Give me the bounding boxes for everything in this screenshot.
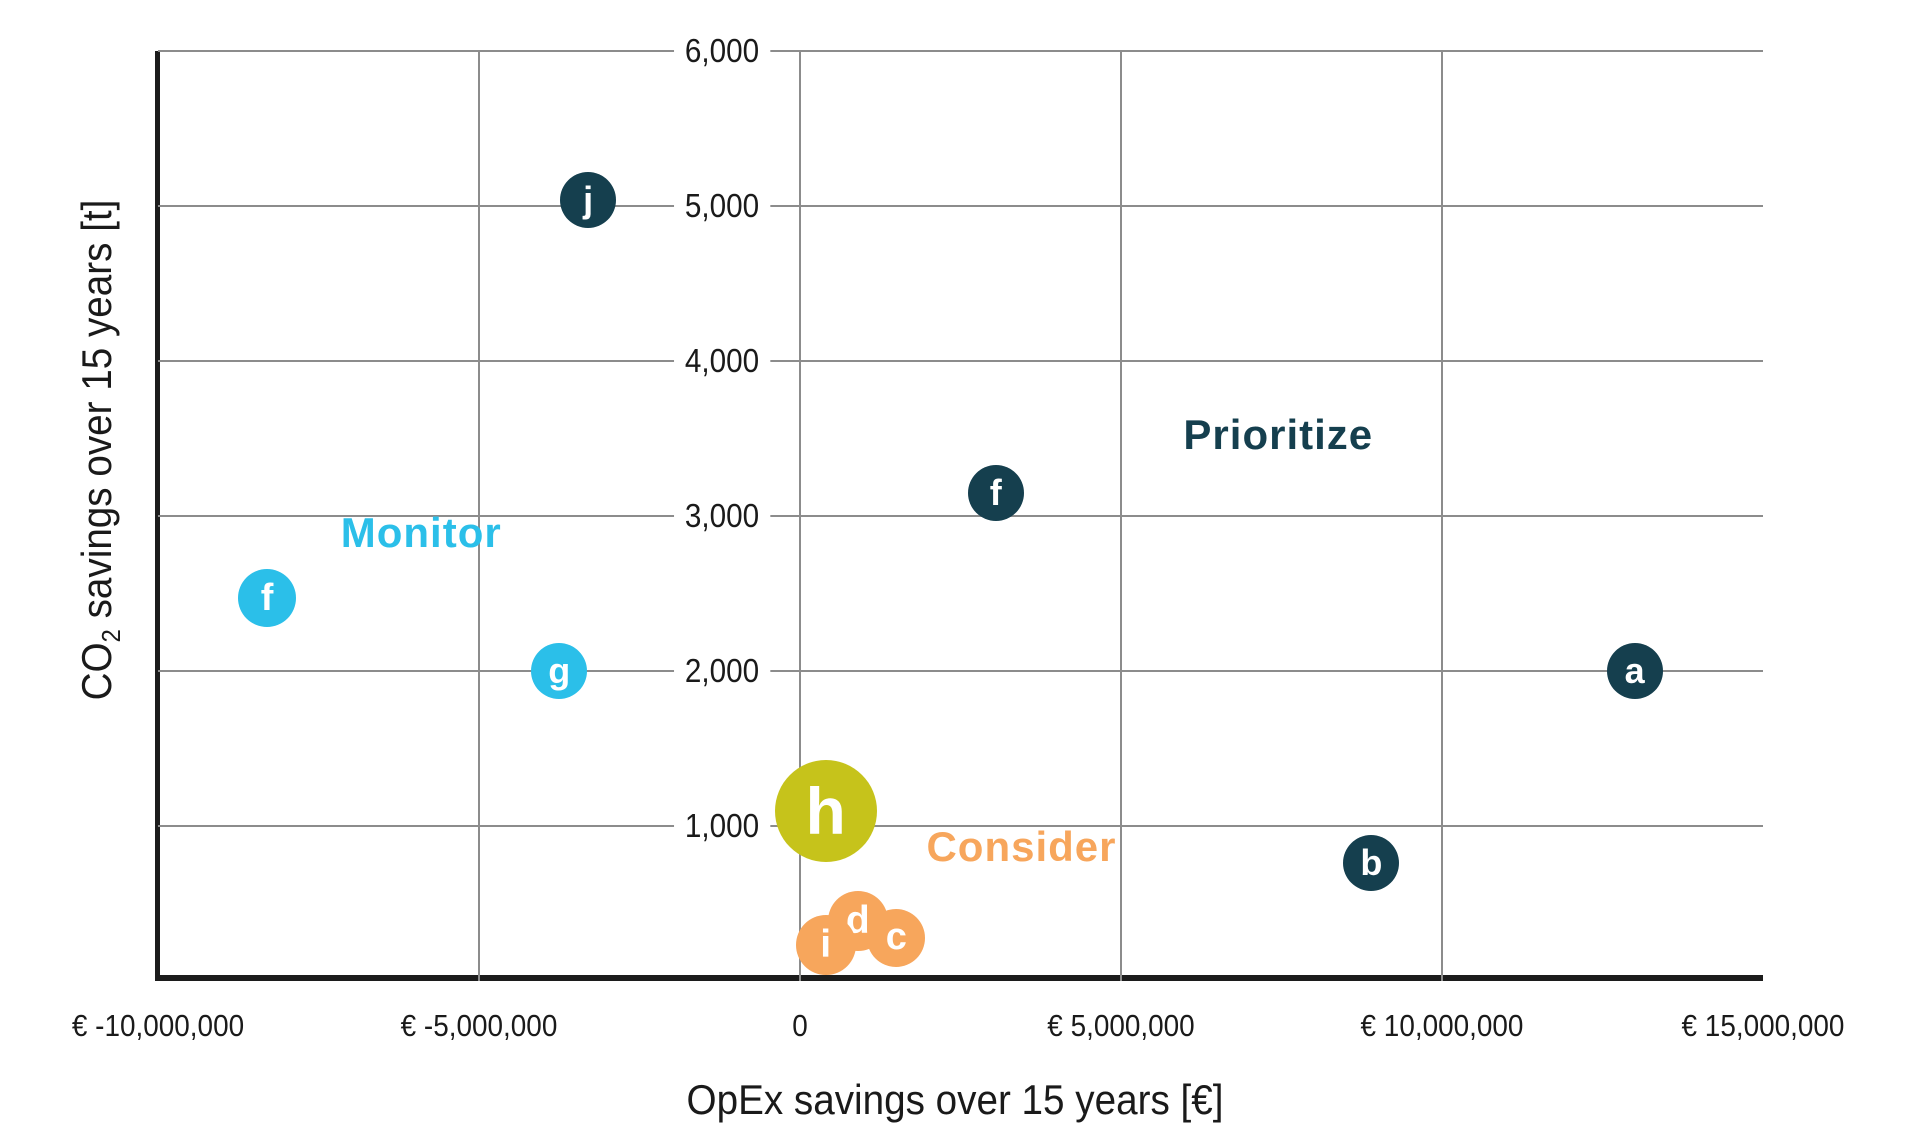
y-tick-label-1000: 1,000 [674, 805, 770, 847]
bubble-letter: g [548, 650, 571, 691]
bubble-c-consider: c [867, 908, 926, 967]
gridline-y-1000 [158, 825, 1763, 827]
x-tick-label-10000000: € 10,000,000 [1360, 1008, 1524, 1043]
bubble-letter: h [805, 773, 846, 848]
y-tick-label-2000: 2,000 [674, 650, 770, 692]
y-tick-label-6000: 6,000 [674, 30, 770, 72]
gridline-y-2000 [158, 670, 1763, 672]
y-tick-label-4000: 4,000 [674, 340, 770, 382]
bubble-h-highlight: h [774, 759, 877, 862]
bubble-a-prioritize: a [1606, 643, 1663, 699]
y-tick-label-5000: 5,000 [674, 185, 770, 227]
bubble-i-consider: i [795, 915, 856, 976]
bubble-g-monitor: g [531, 643, 588, 699]
bubble-b-prioritize: b [1343, 835, 1400, 892]
y-axis-title: CO2 savings over 15 years [t] [73, 200, 127, 701]
bubble-letter: b [1360, 842, 1383, 884]
bubble-letter: f [989, 471, 1002, 513]
bubble-j-prioritize: j [560, 171, 617, 228]
bubble-f-prioritize: f [967, 464, 1024, 521]
bubble-f-monitor: f [238, 569, 297, 628]
plot-area [155, 51, 1763, 981]
gridline-x-5000000 [1120, 51, 1122, 981]
gridline-x--5000000 [478, 51, 480, 981]
zone-label-monitor: Monitor [340, 509, 502, 557]
x-tick-label--10000000: € -10,000,000 [71, 1008, 245, 1043]
gridline-y-3000 [158, 515, 1763, 517]
y-axis-title-subscript: 2 [96, 629, 127, 643]
y-axis-title-base: CO [72, 642, 120, 701]
bubble-letter: c [885, 916, 907, 959]
zone-label-prioritize: Prioritize [1183, 411, 1374, 459]
x-tick-label--5000000: € -5,000,000 [400, 1008, 558, 1043]
gridline-x-0 [799, 51, 801, 981]
x-tick-label-5000000: € 5,000,000 [1047, 1008, 1195, 1043]
zone-label-consider: Consider [926, 822, 1117, 870]
x-tick-label-15000000: € 15,000,000 [1681, 1008, 1845, 1043]
x-tick-label-0: 0 [792, 1008, 808, 1043]
y-tick-label-3000: 3,000 [674, 495, 770, 537]
bubble-letter: i [820, 923, 832, 967]
gridline-x-10000000 [1441, 51, 1443, 981]
gridline-y-5000 [158, 205, 1763, 207]
bubble-letter: f [260, 576, 274, 619]
bubble-letter: j [583, 178, 594, 220]
bubble-letter: a [1624, 650, 1645, 691]
y-axis-title-rest: savings over 15 years [t] [72, 199, 120, 630]
gridline-y-6000 [158, 50, 1763, 52]
gridline-y-4000 [158, 360, 1763, 362]
x-axis-title: OpEx savings over 15 years [€] [686, 1076, 1224, 1123]
